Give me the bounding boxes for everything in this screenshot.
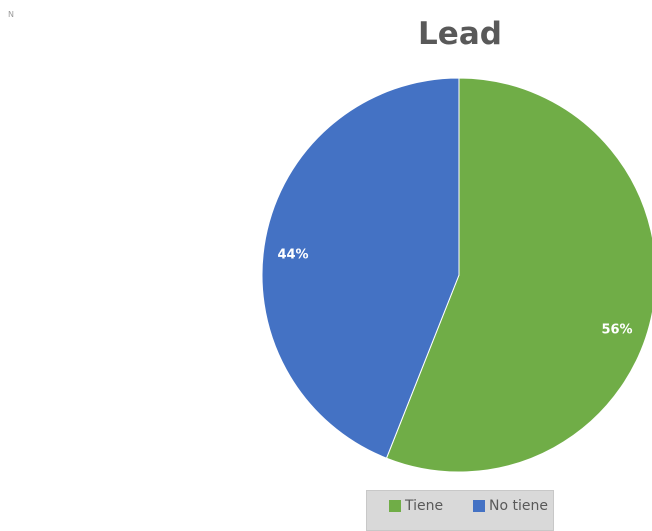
legend-label-no-tiene: No tiene: [489, 498, 548, 514]
pie-slice-no-tiene: [261, 77, 460, 459]
legend-swatch-tiene: [389, 500, 401, 512]
pie-slices: [261, 77, 652, 473]
legend-label-tiene: Tiene: [405, 498, 444, 514]
pie-labels: 56% 44%: [277, 248, 632, 338]
legend-item-tiene: Tiene: [389, 498, 443, 514]
pie-slice-tiene: [385, 77, 652, 473]
slice-label-tiene: 56%: [601, 323, 632, 338]
chart-legend: Tiene No tiene: [366, 490, 554, 531]
corner-mark: N: [8, 10, 14, 19]
legend-item-no-tiene: No tiene: [473, 498, 548, 514]
slice-label-no-tiene: 44%: [277, 248, 308, 263]
chart-title: Lead: [418, 16, 502, 52]
legend-swatch-no-tiene: [473, 500, 485, 512]
